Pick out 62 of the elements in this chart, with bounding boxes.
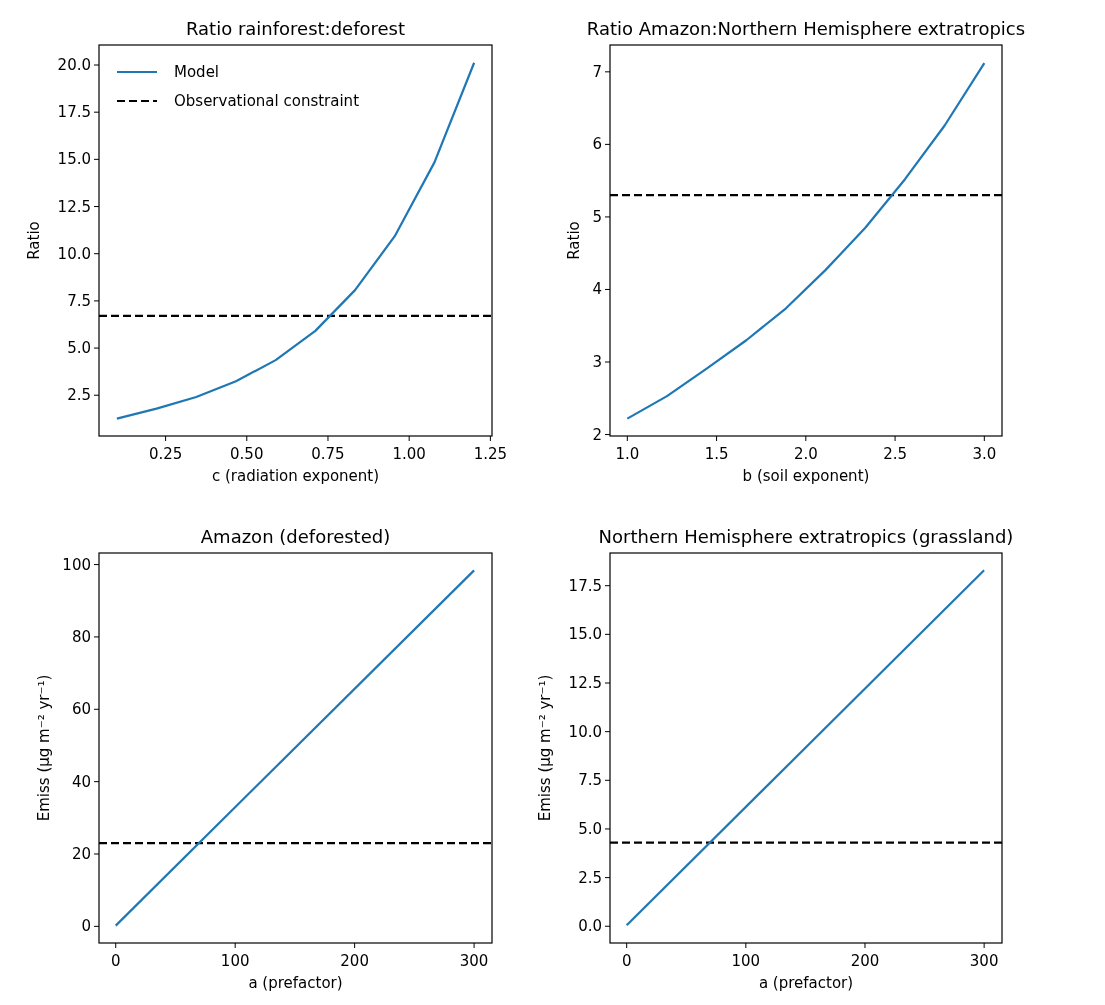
y-tick-label: 12.5 bbox=[57, 197, 91, 216]
legend-label: Observational constraint bbox=[174, 92, 360, 110]
y-tick-label: 20 bbox=[71, 845, 91, 863]
x-axis-title: a (prefactor) bbox=[758, 974, 854, 992]
y-tick-label: 6 bbox=[592, 135, 602, 154]
x-tick-label: 1.25 bbox=[473, 445, 508, 463]
y-tick-label: 80 bbox=[71, 627, 91, 646]
x-tick-label: 0 bbox=[621, 952, 632, 970]
y-tick-label: 0 bbox=[81, 917, 91, 936]
x-tick-label: 0.75 bbox=[311, 445, 345, 463]
y-tick-label: 60 bbox=[71, 700, 91, 719]
x-tick-label: 2.0 bbox=[793, 445, 818, 463]
y-axis-title: Emiss (µg m⁻² yr⁻¹) bbox=[34, 674, 53, 822]
x-tick-label: 3.0 bbox=[972, 445, 997, 463]
x-tick-label: 300 bbox=[459, 952, 489, 970]
chart-title: Northern Hemisphere extratropics (grassland) bbox=[598, 526, 1014, 547]
y-tick-label: 10.0 bbox=[568, 722, 602, 741]
x-tick-label: 200 bbox=[850, 952, 880, 970]
legend-label: Model bbox=[174, 63, 220, 81]
y-tick-label: 7.5 bbox=[578, 771, 602, 790]
chart-title: Amazon (deforested) bbox=[200, 526, 391, 547]
y-tick-label: 5.0 bbox=[578, 819, 602, 838]
x-tick-label: 0 bbox=[110, 952, 121, 970]
x-axis-title: a (prefactor) bbox=[248, 974, 343, 992]
y-tick-label: 7 bbox=[592, 62, 602, 81]
x-tick-label: 300 bbox=[969, 952, 999, 970]
y-tick-label: 5 bbox=[592, 207, 602, 226]
y-tick-label: 5.0 bbox=[67, 339, 91, 358]
y-tick-label: 15.0 bbox=[57, 150, 91, 169]
chart-title: Ratio rainforest:deforest bbox=[185, 18, 406, 39]
y-tick-label: 10.0 bbox=[57, 244, 91, 263]
y-tick-label: 4 bbox=[592, 280, 602, 299]
line-series bbox=[115, 61, 476, 420]
x-tick-label: 0.50 bbox=[230, 445, 264, 463]
x-tick-label: 0.25 bbox=[148, 445, 183, 463]
x-tick-label: 100 bbox=[220, 952, 250, 970]
x-tick-label: 200 bbox=[340, 952, 369, 970]
y-axis-title: Ratio bbox=[25, 221, 43, 260]
y-tick-label: 100 bbox=[62, 555, 91, 574]
x-tick-label: 1.0 bbox=[615, 445, 640, 463]
x-tick-label: 1.5 bbox=[704, 445, 729, 463]
y-axis-title: Ratio bbox=[564, 221, 583, 260]
chart-title: Ratio Amazon:Northern Hemisphere extratropics bbox=[586, 18, 1026, 39]
y-tick-label: 12.5 bbox=[568, 674, 602, 692]
y-tick-label: 3 bbox=[592, 353, 602, 372]
y-axis-title: Emiss (µg m⁻² yr⁻¹) bbox=[536, 674, 554, 822]
y-tick-label: 2.5 bbox=[67, 386, 91, 405]
x-tick-label: 1.00 bbox=[392, 445, 426, 463]
y-tick-label: 2 bbox=[592, 425, 602, 444]
y-tick-label: 7.5 bbox=[67, 291, 91, 310]
y-tick-label: 17.5 bbox=[57, 103, 91, 122]
y-tick-label: 0.0 bbox=[578, 917, 602, 936]
y-tick-label: 17.5 bbox=[568, 576, 602, 595]
x-axis-title: b (soil exponent) bbox=[742, 467, 870, 485]
y-tick-label: 15.0 bbox=[568, 625, 602, 644]
x-axis-title: c (radiation exponent) bbox=[211, 467, 380, 485]
x-tick-label: 100 bbox=[731, 952, 761, 970]
x-tick-label: 2.5 bbox=[883, 445, 907, 463]
line-series bbox=[626, 62, 986, 420]
y-tick-label: 40 bbox=[71, 772, 91, 791]
y-tick-label: 20.0 bbox=[57, 56, 91, 74]
y-tick-label: 2.5 bbox=[578, 868, 602, 887]
